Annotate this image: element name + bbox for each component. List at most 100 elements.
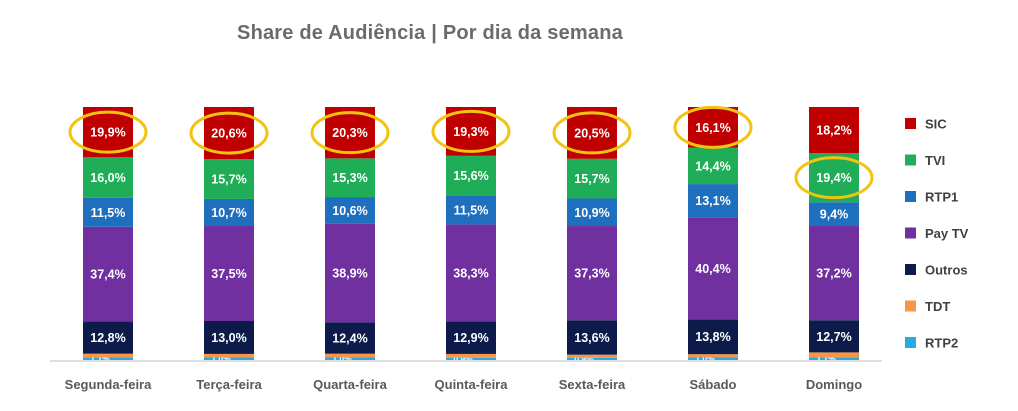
- bar-segment-tvi: [325, 158, 375, 198]
- data-label: 40,4%: [695, 262, 730, 276]
- bar-segment-rtp2: [83, 357, 133, 360]
- highlight-ellipse: [310, 111, 390, 155]
- legend-swatch-sic: [905, 118, 916, 129]
- legend-swatch-tdt: [905, 300, 916, 312]
- bar-segment-tdt: [325, 353, 375, 358]
- bar-segment-rtp1: [204, 198, 254, 227]
- highlight-ellipse: [552, 111, 632, 155]
- data-label: 15,3%: [332, 171, 367, 185]
- bar-segment-rtp2: [809, 357, 859, 360]
- bar-segment-outros: [325, 322, 375, 354]
- legend-label-tdt: TDT: [925, 299, 950, 314]
- data-label-small: 1,0%: [211, 354, 231, 364]
- bar-segment-sic: [809, 107, 859, 154]
- data-label: 10,7%: [211, 206, 246, 220]
- data-label-small: 1,1%: [90, 354, 110, 364]
- highlight-ellipse: [189, 111, 269, 155]
- data-label: 15,7%: [574, 172, 609, 186]
- data-label: 15,7%: [211, 173, 246, 187]
- data-label: 37,2%: [816, 267, 851, 281]
- category-label: Segunda-feira: [65, 377, 152, 392]
- bar-segment-rtp2: [567, 357, 617, 360]
- data-label-small: 0,9%: [574, 354, 594, 364]
- data-label: 11,5%: [454, 203, 489, 217]
- bar-segment-pay-tv: [809, 226, 859, 321]
- bar-segment-outros: [809, 320, 859, 353]
- data-label: 20,5%: [574, 126, 609, 140]
- data-label: 13,8%: [695, 330, 730, 344]
- legend-label-outros: Outros: [925, 263, 968, 278]
- highlight-ellipse: [673, 105, 753, 149]
- category-label: Quarta-feira: [313, 377, 387, 392]
- legend-swatch-tvi: [905, 154, 916, 166]
- data-label: 19,4%: [816, 171, 851, 185]
- bar-segment-tdt: [204, 353, 254, 358]
- bar-segment-outros: [446, 321, 496, 354]
- bar-segment-rtp2: [688, 357, 738, 360]
- legend-label-pay-tv: Pay TV: [925, 226, 969, 241]
- data-label: 37,5%: [211, 267, 246, 281]
- bar-segment-rtp1: [325, 197, 375, 224]
- highlight-ellipse: [431, 109, 511, 153]
- bar-segment-outros: [83, 321, 133, 354]
- data-label: 19,9%: [90, 126, 125, 140]
- bar-segment-outros: [688, 319, 738, 355]
- bar-segment-rtp1: [446, 195, 496, 225]
- legend-swatch-pay-tv: [905, 227, 916, 239]
- data-label: 12,7%: [816, 330, 851, 344]
- data-label: 13,0%: [211, 331, 246, 345]
- highlight-ellipse: [68, 110, 148, 154]
- data-label: 37,4%: [90, 268, 125, 282]
- legend-swatch-outros: [905, 264, 916, 275]
- data-label: 13,6%: [574, 331, 609, 345]
- bar-segment-tdt: [567, 354, 617, 358]
- bar-segment-tvi: [446, 155, 496, 196]
- data-label: 11,5%: [91, 206, 126, 220]
- bar-segment-tvi: [83, 157, 133, 198]
- bar-segment-outros: [204, 320, 254, 354]
- chart-title: Share de Audiência | Por dia da semana: [237, 22, 623, 44]
- data-label: 20,6%: [211, 127, 246, 141]
- bar-segment-tvi: [809, 153, 859, 203]
- data-label: 14,4%: [695, 159, 730, 173]
- legend-label-sic: SIC: [925, 117, 947, 132]
- highlights-group: [68, 105, 874, 200]
- data-label: 19,3%: [453, 125, 488, 139]
- category-labels: Segunda-feira Terça-feira Quarta-feira Quin…: [65, 377, 863, 392]
- bar-segment-rtp1: [83, 197, 133, 227]
- bar-segment-tvi: [567, 158, 617, 199]
- data-label: 15,6%: [453, 169, 488, 183]
- category-label: Quinta-feira: [435, 377, 509, 392]
- data-label: 10,9%: [574, 206, 609, 220]
- bar-segment-pay-tv: [688, 217, 738, 320]
- data-label: 16,0%: [90, 171, 125, 185]
- bar-segment-tdt: [83, 353, 133, 358]
- bar-segment-sic: [446, 107, 496, 156]
- bar-segment-sic: [688, 107, 738, 148]
- bar-segment-rtp2: [446, 357, 496, 360]
- bar-segment-pay-tv: [446, 224, 496, 322]
- legend: SIC TVI RTP1 Pay TV Outros TDT RTP2: [905, 117, 969, 351]
- category-label: Sexta-feira: [559, 377, 626, 392]
- data-label: 37,3%: [574, 267, 609, 281]
- bar-segment-tvi: [688, 147, 738, 185]
- highlight-ellipse: [794, 156, 874, 200]
- category-label: Terça-feira: [196, 377, 262, 392]
- data-label: 12,4%: [332, 331, 367, 345]
- category-label: Domingo: [806, 377, 862, 392]
- data-label-small: 1,0%: [332, 354, 352, 364]
- data-label: 20,3%: [332, 126, 367, 140]
- bar-segment-rtp2: [204, 357, 254, 360]
- bar-segment-rtp1: [567, 198, 617, 227]
- data-label-small: 0,9%: [453, 354, 473, 364]
- legend-label-rtp1: RTP1: [925, 190, 958, 205]
- bar-segment-pay-tv: [567, 226, 617, 321]
- bar-segment-tdt: [446, 353, 496, 358]
- data-label-small: 1,1%: [816, 354, 836, 364]
- data-label: 38,9%: [332, 267, 367, 281]
- legend-label-tvi: TVI: [925, 153, 945, 168]
- data-label: 12,8%: [90, 331, 125, 345]
- bar-segment-tvi: [204, 159, 254, 199]
- bar-segment-pay-tv: [204, 226, 254, 321]
